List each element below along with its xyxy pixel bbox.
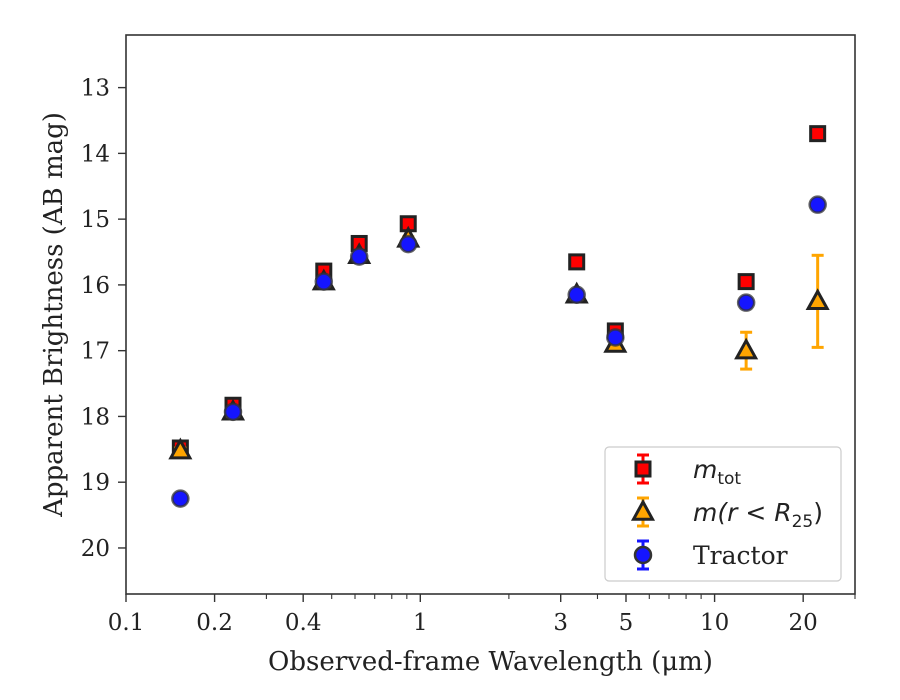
y-tick-label: 13 [81, 76, 110, 102]
y-tick-label: 19 [81, 470, 110, 496]
legend-marker-square [634, 460, 652, 478]
marker-circle [606, 328, 625, 347]
data-point-circle [606, 328, 625, 347]
series-circle [171, 195, 827, 508]
plot-frame [125, 34, 856, 595]
legend-item: mtot [634, 453, 741, 489]
data-point-square [809, 125, 827, 143]
marker-triangle [805, 288, 830, 311]
legend-item: m(r < R25) [630, 496, 823, 532]
data-point-circle [223, 402, 243, 422]
marker-square [568, 253, 586, 271]
marker-circle [736, 293, 756, 312]
marker-triangle [168, 437, 193, 460]
y-tick-label: 15 [81, 207, 110, 233]
x-tick-label: 5 [619, 610, 634, 636]
legend-box [604, 446, 842, 582]
data-point-circle [314, 272, 334, 291]
series-square [171, 125, 827, 457]
marker-square [737, 273, 755, 291]
x-tick-label: 0.4 [285, 610, 322, 636]
x-tick-label: 1 [413, 610, 428, 636]
data-point-triangle [805, 253, 830, 349]
marker-triangle [734, 337, 759, 360]
x-tick-label: 0.1 [108, 610, 145, 636]
series-triangle [168, 225, 830, 460]
legend-marker-circle [633, 545, 653, 565]
data-point-circle [567, 285, 586, 305]
x-axis-label: Observed-frame Wavelength (μm) [268, 647, 713, 677]
legend-label: mtot [693, 455, 741, 489]
data-point-square [568, 253, 586, 271]
legend: mtot m(r < R25) Tractor [604, 446, 842, 582]
marker-circle [349, 247, 369, 266]
data-point-square [737, 273, 755, 291]
data-point-triangle [734, 330, 759, 371]
marker-square [809, 125, 827, 143]
legend-label: Tractor [693, 541, 788, 570]
x-tick-label: 3 [553, 610, 568, 636]
y-axis-label: Apparent Brightness (AB mag) [39, 112, 69, 518]
legend-item: Tractor [633, 539, 788, 571]
x-tick-label: 10 [700, 610, 729, 636]
marker-circle [567, 285, 586, 305]
data-points [168, 125, 830, 508]
y-tick-label: 20 [81, 536, 110, 562]
marker-circle [398, 234, 418, 254]
y-tick-label: 14 [81, 141, 110, 167]
legend-marker-triangle [630, 498, 656, 521]
x-tick-label: 20 [789, 610, 818, 636]
y-tick-label: 18 [81, 404, 110, 430]
marker-circle [808, 195, 827, 214]
data-point-circle [349, 247, 369, 266]
data-point-circle [808, 195, 827, 214]
data-point-circle [398, 234, 418, 254]
marker-circle [314, 272, 334, 291]
y-tick-label: 17 [81, 339, 110, 365]
x-tick-label: 0.2 [196, 610, 233, 636]
data-point-circle [736, 293, 756, 312]
legend-label: m(r < R25) [693, 498, 823, 532]
marker-circle [171, 489, 190, 508]
data-point-circle [171, 489, 190, 508]
marker-circle [223, 402, 243, 422]
data-point-triangle [168, 437, 193, 460]
y-tick-label: 16 [81, 273, 110, 299]
